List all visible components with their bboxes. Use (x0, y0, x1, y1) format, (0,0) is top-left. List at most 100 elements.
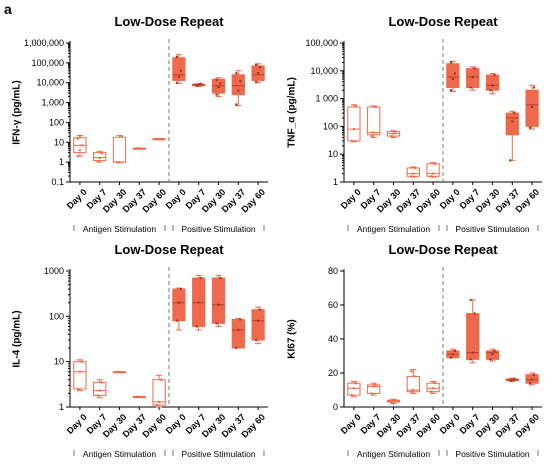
data-point (528, 126, 532, 129)
data-point (392, 399, 395, 403)
data-point (179, 287, 183, 291)
data-point (453, 349, 457, 353)
chart-tnf-alpha: Low-Dose Repeat TNF_α (pg/mL) 1 10 100 1 000 1… (286, 14, 542, 234)
data-point (217, 85, 220, 89)
box (152, 379, 166, 406)
data-point (235, 72, 238, 75)
x-tick-label: Day 0 (65, 412, 89, 436)
box (485, 74, 500, 91)
box (93, 381, 107, 396)
data-point (199, 82, 202, 86)
y-tick-label: 10 (328, 149, 338, 159)
x-tick-label: Day 0 (339, 412, 363, 436)
group-label: Antigen Stimulation (83, 449, 157, 459)
y-tick-label: 100 (49, 311, 64, 321)
y-tick-label: 0 (333, 402, 338, 412)
data-point (256, 319, 260, 322)
group-label: Antigen Stimulation (357, 224, 431, 234)
data-point (374, 383, 377, 387)
data-point (530, 378, 534, 381)
data-point (473, 312, 476, 315)
data-point (509, 379, 512, 382)
data-point (239, 318, 242, 321)
y-tick-label: 1,000 (41, 98, 64, 108)
x-tick-label: Day 0 (164, 412, 188, 436)
y-axis-label: TNF_α (pg/mL) (286, 77, 297, 148)
data-point (374, 105, 377, 109)
data-point (471, 351, 474, 354)
group-label: Positive Stimulation (455, 449, 529, 459)
box (211, 277, 226, 324)
box (505, 112, 519, 136)
data-point (451, 77, 455, 81)
data-point (80, 360, 84, 363)
group-bracket (446, 450, 539, 456)
data-point (530, 105, 534, 109)
data-point (410, 390, 413, 393)
x-tick-label: Day 0 (164, 187, 188, 211)
y-tick-label: 20 (328, 368, 338, 378)
data-point (175, 55, 179, 59)
data-point (449, 89, 453, 92)
data-point (511, 378, 514, 381)
data-point (237, 89, 240, 92)
data-point (513, 111, 516, 115)
data-point (493, 349, 496, 353)
data-point (80, 144, 84, 147)
data-point (235, 346, 238, 350)
data-point (392, 132, 395, 135)
data-point (215, 322, 218, 325)
data-point (157, 400, 161, 404)
data-point (219, 82, 222, 85)
group-bracket (172, 225, 265, 231)
data-point (433, 162, 437, 166)
data-point (98, 156, 101, 160)
data-point (449, 61, 453, 64)
y-tick-label: 40 (328, 334, 338, 344)
data-point (394, 130, 397, 133)
data-point (100, 381, 103, 384)
chart-ki67: Low-Dose Repeat KI67 (%) 0 20 40 60 80 Day 0 Day… (286, 242, 542, 459)
data-point (197, 301, 200, 304)
group-label: Antigen Stimulation (83, 224, 157, 234)
data-point (412, 388, 415, 392)
x-tick-label: Day 0 (65, 187, 89, 211)
data-point (254, 63, 258, 66)
data-point (78, 134, 82, 138)
group-bracket (347, 225, 440, 231)
data-point (100, 152, 103, 155)
data-point (116, 160, 119, 164)
data-point (414, 166, 417, 170)
y-tick-label: 100,000 (305, 38, 338, 48)
data-point (489, 89, 492, 92)
data-point (532, 373, 536, 376)
box (112, 136, 127, 163)
group-label: Positive Stimulation (455, 224, 529, 234)
box (231, 74, 245, 96)
data-point (177, 301, 181, 304)
data-point (239, 79, 242, 83)
chart-title: Low-Dose Repeat (114, 14, 224, 29)
data-point (431, 387, 435, 390)
data-point (78, 370, 82, 373)
x-tick-label: Day 0 (339, 187, 363, 211)
data-point (96, 394, 99, 397)
data-point (215, 78, 218, 82)
data-point (155, 137, 159, 140)
box (525, 89, 539, 127)
data-point (179, 69, 183, 72)
data-point (372, 385, 375, 388)
x-tick-label: Day 0 (438, 412, 462, 436)
data-point (511, 120, 514, 123)
data-point (451, 353, 455, 356)
box (406, 167, 420, 177)
data-point (76, 137, 80, 140)
y-tick-label: 100,000 (31, 58, 64, 68)
data-point (258, 308, 262, 311)
data-point (372, 131, 375, 134)
data-point (433, 382, 437, 385)
group-bracket (172, 450, 265, 456)
data-point (532, 86, 536, 89)
